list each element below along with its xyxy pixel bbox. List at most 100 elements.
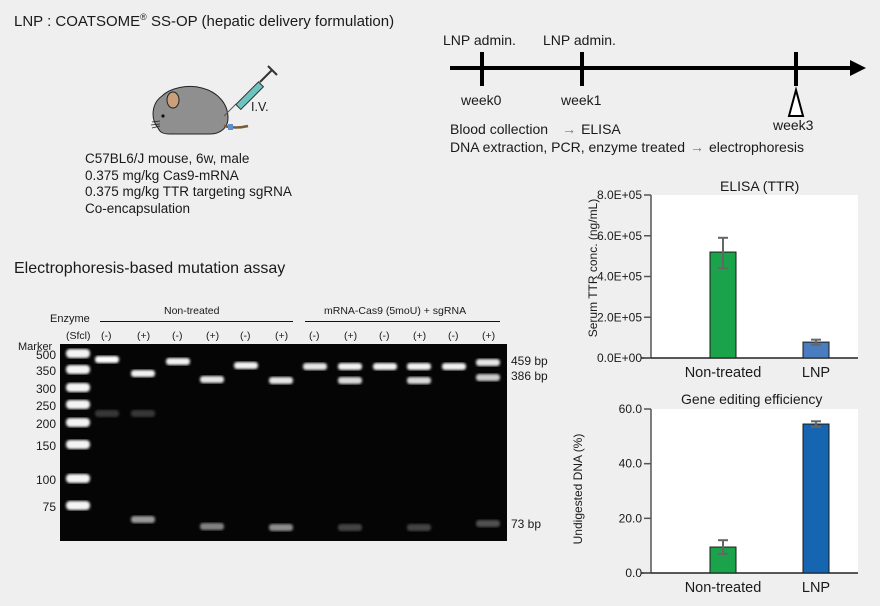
section-title: Electrophoresis-based mutation assay (14, 260, 286, 277)
group-line (305, 321, 500, 322)
marker-band (66, 349, 90, 358)
gel-band (269, 524, 293, 531)
x-category-label: Non-treated (685, 365, 762, 381)
lane-label: (+) (275, 330, 289, 342)
chart-title: ELISA (TTR) (720, 178, 800, 194)
gel-band (166, 358, 190, 365)
lane-label: (-) (309, 330, 320, 342)
condition-item: 0.375 mg/kg TTR targeting sgRNA (85, 184, 292, 199)
gel-band (131, 410, 155, 417)
lane-label: (+) (413, 330, 427, 342)
route-label: I.V. (251, 100, 269, 114)
lane-label: (+) (206, 330, 220, 342)
marker-size-label: 75 (42, 500, 56, 514)
marker-band (66, 501, 90, 510)
lane-label: (-) (240, 330, 251, 342)
timeline-arrowhead (850, 60, 866, 76)
conditions-list: C57BL6/J mouse, 6w, male 0.375 mg/kg Cas… (85, 151, 292, 217)
title-prefix: LNP : COATSOME (14, 13, 141, 30)
marker-band (66, 383, 90, 392)
marker-size-label: 200 (35, 417, 56, 431)
x-category-label: LNP (802, 580, 830, 596)
week-label: week1 (561, 92, 602, 108)
mouse-icon (150, 85, 249, 135)
marker-size-label: 350 (35, 364, 56, 378)
step-text: Blood collection (450, 121, 549, 137)
bar (802, 423, 830, 574)
gel-band (373, 363, 397, 370)
lane-label: (-) (448, 330, 459, 342)
gel-band (95, 410, 119, 417)
y-tick-label: 4.0E+05 (597, 270, 642, 284)
lane-label: (+) (482, 330, 496, 342)
y-tick-label: 60.0 (619, 402, 643, 416)
marker-size-label: 500 (35, 348, 56, 362)
marker-band (66, 400, 90, 409)
lane-label: (+) (137, 330, 151, 342)
admin-label-week1: LNP admin. (543, 32, 616, 48)
timeline-step: Blood collection → ELISA (450, 121, 621, 137)
gel-band (407, 363, 431, 370)
marker-band (66, 440, 90, 449)
y-tick-label: 40.0 (619, 457, 643, 471)
gel-band (269, 377, 293, 384)
gel-band (476, 520, 500, 527)
gel-image (60, 344, 507, 541)
x-category-label: Non-treated (685, 580, 762, 596)
gel-band (442, 363, 466, 370)
step-text: DNA extraction, PCR, enzyme treated (450, 139, 685, 155)
elisa-bar-chart: 0.0E+00 2.0E+05 4.0E+05 6.0E+05 8.0E+05 Non-t… (597, 188, 858, 381)
step-result: ELISA (581, 121, 621, 137)
marker-size-label: 100 (35, 473, 56, 487)
syringe-icon (223, 65, 278, 130)
y-tick-label: 0.0E+00 (597, 351, 642, 365)
band-size-label: 459 bp (511, 354, 548, 368)
marker-band (66, 474, 90, 483)
marker-size-label: 300 (35, 382, 56, 396)
bar (709, 251, 737, 359)
gel-band (338, 377, 362, 384)
marker-lane-label: (Sfcl) (66, 330, 91, 342)
x-category-label: LNP (802, 365, 830, 381)
gel-band (131, 370, 155, 377)
step-result: electrophoresis (709, 139, 804, 155)
gel-band (95, 356, 119, 363)
marker-size-label: 250 (35, 399, 56, 413)
gel-background (60, 344, 507, 541)
admin-label-week0: LNP admin. (443, 32, 516, 48)
condition-item: Co-encapsulation (85, 200, 191, 216)
week-label: week0 (461, 92, 502, 108)
marker-label: Marker (18, 341, 53, 353)
chart-title: Gene editing efficiency (681, 391, 823, 407)
gel-band (407, 524, 431, 531)
week-label: week3 (773, 117, 814, 133)
arrow-right-icon: → (690, 139, 704, 155)
group-label-treated: mRNA-Cas9 (5moU) + sgRNA (324, 305, 467, 317)
lane-label: (+) (344, 330, 358, 342)
condition-item: C57BL6/J mouse, 6w, male (85, 151, 250, 166)
lane-label: (-) (101, 330, 112, 342)
marker-band (66, 365, 90, 374)
registered-mark: ® (140, 12, 147, 22)
plot-area (651, 195, 858, 358)
condition-item: 0.375 mg/kg Cas9-mRNA (85, 167, 239, 183)
enzyme-label: Enzyme (50, 313, 90, 325)
group-label-non-treated: Non-treated (164, 305, 220, 317)
gene-editing-bar-chart: 0.0 20.0 40.0 60.0 Non-treated LNP (619, 402, 858, 596)
gel-band (200, 376, 224, 383)
gel-band (338, 363, 362, 370)
y-tick-label: 2.0E+05 (597, 310, 642, 324)
y-tick-label: 20.0 (619, 511, 643, 525)
y-tick-label: 6.0E+05 (597, 229, 642, 243)
y-tick-label: 8.0E+05 (597, 188, 642, 202)
title-suffix: SS-OP (hepatic delivery formulation) (146, 13, 395, 30)
gel-band (338, 524, 362, 531)
gel-band (303, 363, 327, 370)
group-line (100, 321, 293, 322)
mouse-injection-illustration (150, 65, 278, 135)
band-size-label: 73 bp (511, 517, 542, 531)
gel-band (476, 374, 500, 381)
gel-band (200, 523, 224, 530)
arrow-right-icon: → (562, 121, 577, 137)
gel-band (407, 377, 431, 384)
